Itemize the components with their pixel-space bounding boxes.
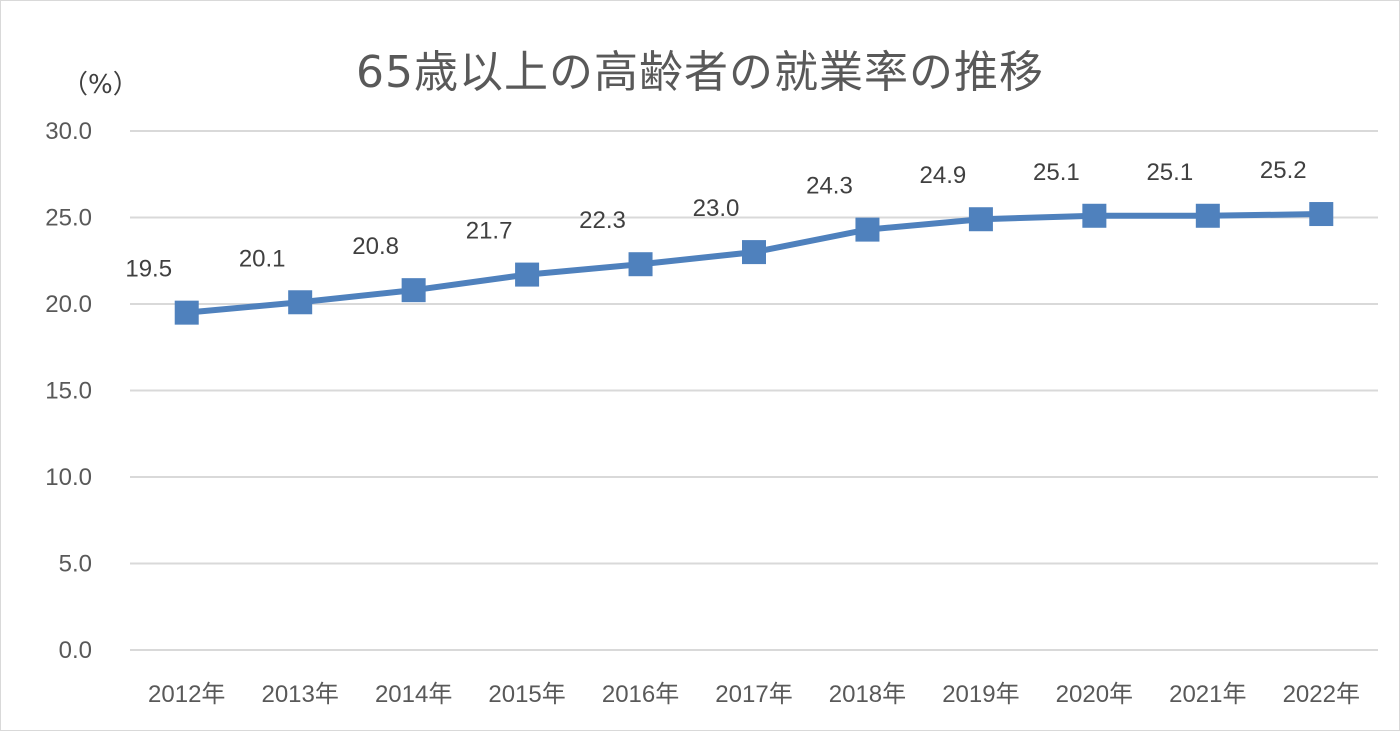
data-label: 19.5 [125,256,172,283]
x-tick-label: 2017年 [715,681,792,708]
data-point-marker [401,278,426,303]
x-tick-label: 2016年 [602,681,679,708]
y-tick-label: 30.0 [45,118,92,145]
data-label: 20.1 [239,245,286,272]
data-label: 24.9 [920,162,967,189]
data-label: 25.2 [1260,157,1307,184]
x-tick-label: 2021年 [1169,681,1246,708]
y-axis-ticks: 0.0 5.0 10.0 15.0 20.0 25.0 30.0 [45,118,92,664]
data-label: 24.3 [806,173,853,200]
x-tick-label: 2015年 [488,681,565,708]
data-labels: 19.5 20.1 20.8 21.7 22.3 23.0 24.3 24.9 25.1 25.1… [125,157,1306,283]
data-point-marker [174,300,199,325]
series-markers [174,202,1334,325]
y-axis-unit-label: （%） [62,70,139,100]
data-label: 25.1 [1146,159,1193,186]
y-tick-label: 20.0 [45,291,92,318]
y-tick-label: 5.0 [59,551,92,578]
y-tick-label: 15.0 [45,378,92,405]
data-label: 22.3 [579,207,626,234]
data-point-marker [628,252,653,277]
x-axis-ticks: 2012年 2013年 2014年 2015年 2016年 2017年 2018年 2019年… [148,681,1360,708]
x-tick-label: 2020年 [1056,681,1133,708]
data-label: 20.8 [352,233,399,260]
data-point-marker [742,240,766,265]
x-tick-label: 2012年 [148,681,225,708]
data-point-marker [855,217,880,242]
y-tick-label: 0.0 [59,637,92,664]
chart-title: 65歳以上の高齢者の就業率の推移 [356,47,1044,98]
data-point-marker [1195,203,1220,228]
y-tick-label: 25.0 [45,205,92,232]
x-tick-label: 2018年 [829,681,906,708]
x-tick-label: 2013年 [261,681,338,708]
data-point-marker [968,207,993,232]
gridlines [130,130,1378,651]
data-label: 23.0 [693,195,740,222]
x-tick-label: 2022年 [1283,681,1360,708]
data-point-marker [1082,203,1107,228]
data-point-marker [288,290,313,315]
data-point-marker [515,262,540,287]
x-tick-label: 2014年 [375,681,452,708]
data-label: 21.7 [466,218,513,245]
x-tick-label: 2019年 [942,681,1019,708]
data-point-marker [1309,202,1334,227]
y-tick-label: 10.0 [45,464,92,491]
data-label: 25.1 [1033,159,1080,186]
